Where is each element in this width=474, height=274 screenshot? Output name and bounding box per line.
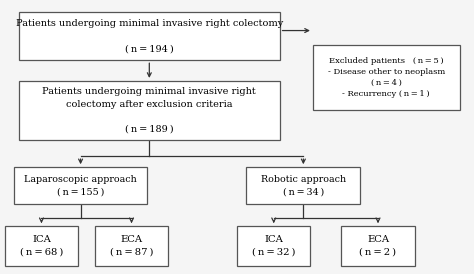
Text: Patients undergoing minimal invasive right
colectomy after exclusion criteria

(: Patients undergoing minimal invasive rig…: [43, 87, 256, 133]
Text: Patients undergoing minimal invasive right colectomy

( n = 194 ): Patients undergoing minimal invasive rig…: [16, 19, 283, 53]
FancyBboxPatch shape: [246, 167, 360, 204]
Text: ICA
( n = 68 ): ICA ( n = 68 ): [20, 235, 63, 257]
FancyBboxPatch shape: [313, 45, 460, 110]
Text: Robotic approach
( n = 34 ): Robotic approach ( n = 34 ): [261, 175, 346, 196]
Text: Laparoscopic approach
( n = 155 ): Laparoscopic approach ( n = 155 ): [24, 175, 137, 196]
Text: ICA
( n = 32 ): ICA ( n = 32 ): [252, 235, 295, 257]
FancyBboxPatch shape: [237, 226, 310, 266]
Text: ECA
( n = 2 ): ECA ( n = 2 ): [359, 235, 397, 257]
FancyBboxPatch shape: [95, 226, 168, 266]
FancyBboxPatch shape: [19, 12, 280, 60]
FancyBboxPatch shape: [341, 226, 415, 266]
Text: ECA
( n = 87 ): ECA ( n = 87 ): [110, 235, 153, 257]
FancyBboxPatch shape: [5, 226, 78, 266]
FancyBboxPatch shape: [19, 81, 280, 140]
Text: Excluded patients   ( n = 5 )
- Disease other to neoplasm
( n = 4 )
- Recurrency: Excluded patients ( n = 5 ) - Disease ot…: [328, 57, 445, 98]
FancyBboxPatch shape: [14, 167, 147, 204]
